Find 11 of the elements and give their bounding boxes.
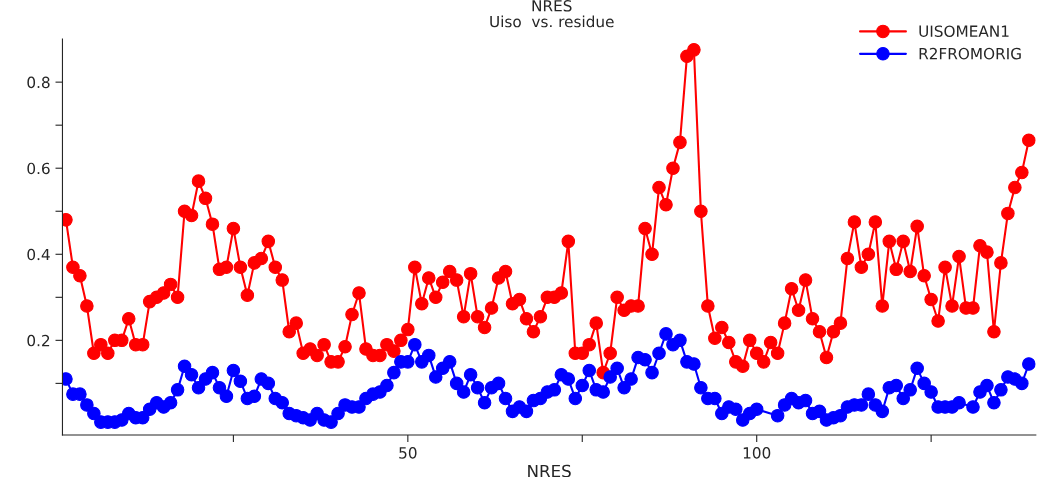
y-tick-label: 0.4 (27, 248, 50, 261)
legend-label: UISOMEAN1 (919, 25, 1009, 37)
x-tick-label: 100 (743, 447, 771, 459)
x-axis-title: NRES (528, 464, 571, 477)
y-tick-label: 0.6 (27, 162, 50, 175)
chart-subtitle: Uiso vs. residue (490, 15, 614, 28)
y-tick-label: 0.2 (27, 334, 50, 347)
x-tick-label: 50 (399, 447, 417, 459)
chart-title: NRES (532, 0, 572, 12)
legend-label: R2FROMORIG (919, 47, 1021, 60)
y-tick-label: 0.8 (27, 76, 50, 89)
